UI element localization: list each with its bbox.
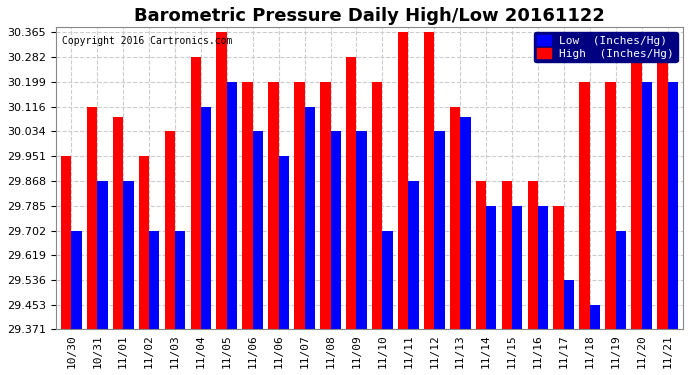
Bar <box>242 82 253 330</box>
Bar <box>217 33 227 330</box>
Bar <box>294 82 304 330</box>
Bar <box>113 117 124 330</box>
Text: Copyright 2016 Cartronics.com: Copyright 2016 Cartronics.com <box>62 36 233 46</box>
Bar <box>268 82 279 330</box>
Bar <box>139 156 149 330</box>
Bar <box>61 156 71 330</box>
Bar <box>450 107 460 330</box>
Bar <box>590 305 600 330</box>
Bar <box>615 231 626 330</box>
Bar <box>642 82 652 330</box>
Bar <box>175 231 186 330</box>
Bar <box>304 107 315 330</box>
Bar <box>398 33 408 330</box>
Bar <box>580 82 590 330</box>
Bar <box>372 82 382 330</box>
Bar <box>424 33 434 330</box>
Bar <box>538 206 549 330</box>
Bar <box>667 82 678 330</box>
Bar <box>605 82 615 330</box>
Bar <box>124 181 134 330</box>
Bar <box>279 156 289 330</box>
Bar <box>553 206 564 330</box>
Bar <box>357 131 367 330</box>
Bar <box>657 57 667 330</box>
Bar <box>564 280 574 330</box>
Bar <box>512 206 522 330</box>
Bar <box>528 181 538 330</box>
Bar <box>71 231 81 330</box>
Bar <box>190 57 201 330</box>
Bar <box>434 131 444 330</box>
Bar <box>502 181 512 330</box>
Bar <box>475 181 486 330</box>
Bar <box>97 181 108 330</box>
Bar <box>165 131 175 330</box>
Bar <box>460 117 471 330</box>
Bar <box>382 231 393 330</box>
Bar <box>631 57 642 330</box>
Bar <box>253 131 263 330</box>
Bar <box>486 206 496 330</box>
Title: Barometric Pressure Daily High/Low 20161122: Barometric Pressure Daily High/Low 20161… <box>134 7 605 25</box>
Bar <box>87 107 97 330</box>
Bar <box>346 57 357 330</box>
Bar <box>201 107 211 330</box>
Bar <box>227 82 237 330</box>
Bar <box>149 231 159 330</box>
Bar <box>331 131 341 330</box>
Bar <box>320 82 331 330</box>
Bar <box>408 181 419 330</box>
Legend: Low  (Inches/Hg), High  (Inches/Hg): Low (Inches/Hg), High (Inches/Hg) <box>534 32 678 63</box>
